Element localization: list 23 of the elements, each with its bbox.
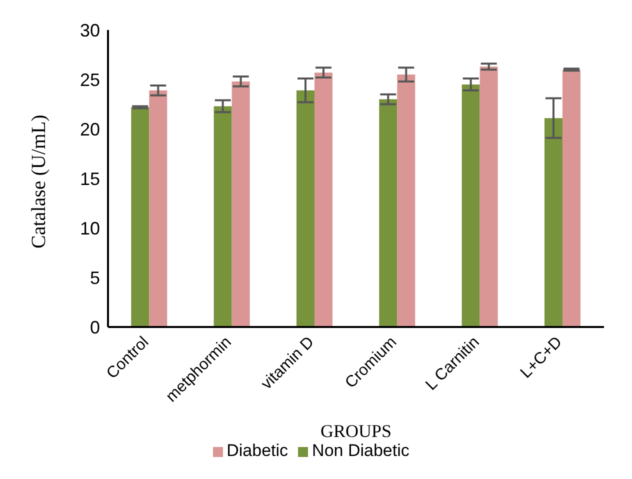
y-tick-label: 0	[90, 317, 100, 338]
bar	[296, 90, 314, 327]
bar	[562, 70, 580, 327]
legend-label: Diabetic	[226, 441, 288, 460]
bar	[149, 90, 168, 327]
bar	[397, 74, 416, 327]
bar	[379, 99, 398, 327]
legend-label: Non Diabetic	[312, 441, 410, 460]
bar	[314, 72, 332, 327]
bar	[462, 84, 480, 327]
y-tick-label: 10	[80, 218, 100, 238]
bar	[480, 66, 498, 327]
y-tick-label: 15	[80, 168, 100, 189]
bar	[214, 106, 232, 327]
y-tick-label: 20	[80, 119, 100, 140]
y-tick-label: 30	[80, 20, 100, 40]
y-tick-label: 5	[90, 268, 100, 288]
y-tick-label: 25	[80, 70, 100, 90]
bar	[232, 81, 250, 327]
bar	[131, 107, 150, 327]
x-axis-title: GROUPS	[320, 421, 392, 441]
y-axis-title: Catalase (U/mL)	[28, 114, 50, 248]
bar	[544, 118, 562, 327]
